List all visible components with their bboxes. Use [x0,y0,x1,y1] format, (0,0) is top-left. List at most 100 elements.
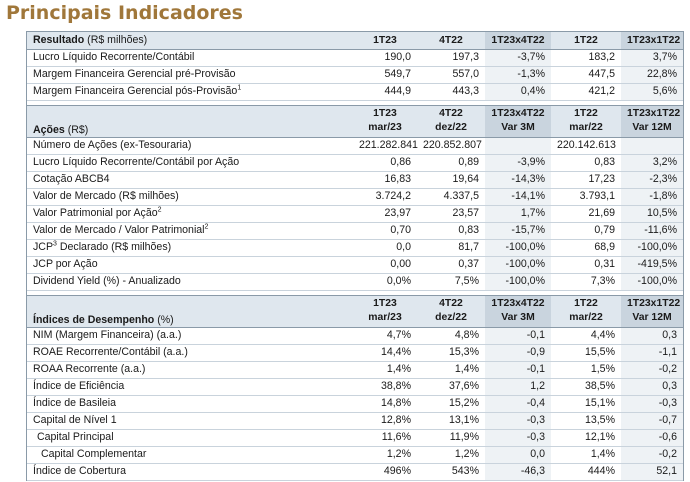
section-gap-2 [27,290,683,296]
row-value-1: 4.337,5 [417,188,485,206]
col-subperiod: dez/22 [435,312,467,323]
acoes-header-col-4: 1T23x1T22 Var 12M [621,105,683,138]
row-value-3: 0,83 [551,154,621,172]
row-label-text: Dividend Yield (%) - Anualizado [33,275,181,287]
row-value-3: 13,5% [551,412,621,430]
row-label: Capital Complementar [27,446,353,464]
row-value-3: 1,4% [551,446,621,464]
row-value-0: 12,8% [353,412,417,430]
row-value-2: -3,9% [485,154,551,172]
row-value-2: -0,4 [485,395,551,413]
row-value-3: 0,79 [551,222,621,240]
row-value-2: -15,7% [485,222,551,240]
col-period: 1T23x1T22 [627,298,681,309]
desempenho-header-row: Índices de Desempenho (%) 1T23 mar/23 4T22 d… [27,295,683,328]
acoes-row: Dividend Yield (%) - Anualizado 0,0% 7,5% -… [27,273,683,291]
section-unit: (%) [154,313,174,326]
acoes-header-row: Ações (R$) 1T23 mar/23 4T22 dez/22 1T23x4T22 V… [27,105,683,138]
row-value-3: 38,5% [551,378,621,396]
row-value-4: -0,3 [621,395,683,413]
acoes-row: Valor de Mercado / Valor Patrimonial2 0,7… [27,222,683,240]
row-value-2: -100,0% [485,256,551,274]
row-value-2: -0,1 [485,327,551,345]
row-value-0: 14,8% [353,395,417,413]
row-label-text: Margem Financeira Gerencial pré-Provisão [33,68,236,80]
row-value-4: -419,5% [621,256,683,274]
row-label-text: Cotação ABCB4 [33,173,110,185]
col-subperiod: Var 3M [501,122,535,133]
row-value-0: 444,9 [353,83,417,101]
row-value-2: -14,1% [485,188,551,206]
row-value-1: 15,2% [417,395,485,413]
row-value-3: 444% [551,463,621,481]
row-label-text: Valor de Mercado (R$ milhões) [33,190,179,202]
row-value-1: 37,6% [417,378,485,396]
row-label-text: ROAE Recorrente/Contábil (a.a.) [33,346,188,358]
row-value-2: -0,3 [485,412,551,430]
row-label-text-after: Declarado (R$ milhões) [56,241,172,253]
row-value-2: -3,7% [485,49,551,67]
row-value-4: -2,3% [621,171,683,189]
row-value-3: 220.142.613 [551,137,621,155]
row-label-text: Índice de Eficiência [33,380,125,392]
desempenho-row: Capital Principal 11,6% 11,9% -0,3 12,1% -0,6 [27,429,683,447]
row-label-text: Lucro Líquido Recorrente/Contábil por Aç… [33,156,240,168]
row-value-0: 1,4% [353,361,417,379]
resultado-row: Margem Financeira Gerencial pré-Provisão… [27,66,683,84]
row-value-0: 11,6% [353,429,417,447]
col-subperiod: mar/22 [569,312,603,323]
desempenho-row: Índice de Eficiência 38,8% 37,6% 1,2 38,5% 0,… [27,378,683,396]
section-title: Resultado [33,33,85,46]
row-value-1: 1,4% [417,361,485,379]
acoes-row: JCP por Ação 0,00 0,37 -100,0% 0,31 -419,5% [27,256,683,274]
col-period: 4T22 [439,108,463,119]
row-value-0: 0,70 [353,222,417,240]
row-value-1: 543% [417,463,485,481]
desempenho-header-col-0: 1T23 mar/23 [353,295,417,328]
acoes-row: JCP3 Declarado (R$ milhões) 0,0 81,7 -100,0… [27,239,683,257]
row-value-1: 0,89 [417,154,485,172]
row-label: JCP3 Declarado (R$ milhões) [27,239,353,257]
row-value-3: 15,1% [551,395,621,413]
row-value-0: 1,2% [353,446,417,464]
row-value-0: 4,7% [353,327,417,345]
row-value-4: -1,1 [621,344,683,362]
col-period: 1T23x1T22 [627,108,681,119]
footnote-marker: 2 [204,223,209,231]
col-subperiod: Var 12M [632,122,672,133]
row-label: Lucro Líquido Recorrente/Contábil [27,49,353,67]
row-value-1: 81,7 [417,239,485,257]
row-value-1: 1,2% [417,446,485,464]
row-value-0: 549,7 [353,66,417,84]
row-label-text: NIM (Margem Financeira) (a.a.) [33,329,182,341]
desempenho-row: Capital Complementar 1,2% 1,2% 0,0 1,4% -0,2 [27,446,683,464]
row-label: ROAA Recorrente (a.a.) [27,361,353,379]
desempenho-row: NIM (Margem Financeira) (a.a.) 4,7% 4,8% -0… [27,327,683,345]
col-subperiod: mar/22 [569,122,603,133]
col-subperiod: Var 3M [501,312,535,323]
section-title: Ações [33,123,65,136]
row-value-1: 220.852.807 [417,137,485,155]
row-label: JCP por Ação [27,256,353,274]
row-value-4: -0,7 [621,412,683,430]
row-value-4: -0,2 [621,446,683,464]
resultado-header-col-3: 1T22 [551,32,621,50]
row-value-1: 443,3 [417,83,485,101]
row-value-1: 4,8% [417,327,485,345]
row-label: Valor de Mercado / Valor Patrimonial2 [27,222,353,240]
row-label: ROAE Recorrente/Contábil (a.a.) [27,344,353,362]
desempenho-row: Capital de Nível 1 12,8% 13,1% -0,3 13,5% -0,… [27,412,683,430]
row-value-1: 13,1% [417,412,485,430]
row-value-1: 15,3% [417,344,485,362]
row-value-2: 0,4% [485,83,551,101]
row-value-3: 0,31 [551,256,621,274]
row-label: Dividend Yield (%) - Anualizado [27,273,353,291]
col-period: 1T22 [574,298,598,309]
row-value-0: 190,0 [353,49,417,67]
row-label-text: ROAA Recorrente (a.a.) [33,363,146,375]
row-label-text: Valor Patrimonial por Ação [33,207,158,219]
row-value-0: 221.282.841 [353,137,418,155]
row-value-1: 557,0 [417,66,485,84]
desempenho-row: ROAA Recorrente (a.a.) 1,4% 1,4% -0,1 1,5% -0… [27,361,683,379]
row-value-4: 0,3 [621,378,683,396]
